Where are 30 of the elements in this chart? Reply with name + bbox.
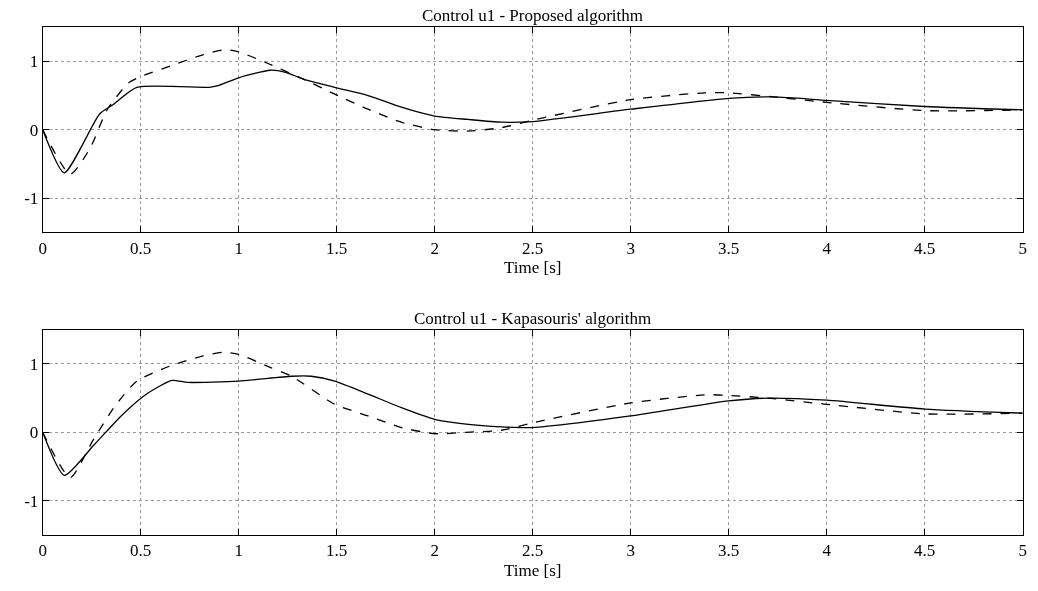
y-tick-label: 1: [29, 52, 39, 72]
x-tick-label: 1: [234, 238, 243, 258]
y-tick-label: 0: [29, 423, 39, 443]
x-tick-label: 3: [626, 541, 635, 561]
x-tick-label: 2.5: [522, 238, 544, 258]
x-tick-label: 4: [822, 541, 832, 561]
chart-title: Control u1 - Kapasouris' algorithm: [414, 309, 652, 328]
x-tick-label: 5: [1018, 541, 1027, 561]
x-tick-label: 4: [822, 238, 832, 258]
x-tick-label: 4.5: [914, 238, 936, 258]
x-tick-label: 5: [1018, 238, 1027, 258]
x-tick-label: 1.5: [326, 238, 348, 258]
x-tick-label: 1.5: [326, 541, 348, 561]
y-tick-label: -1: [24, 491, 39, 511]
chart-title: Control u1 - Proposed algorithm: [422, 6, 643, 25]
x-axis-title: Time [s]: [503, 258, 562, 278]
x-tick-label: 2: [430, 238, 439, 258]
x-tick-label: 0.5: [130, 238, 152, 258]
y-tick-label: 1: [29, 354, 39, 374]
x-tick-label: 4.5: [914, 541, 936, 561]
x-axis-title: Time [s]: [503, 560, 562, 580]
x-tick-label: 3.5: [718, 238, 740, 258]
x-tick-label: 3.5: [718, 541, 740, 561]
y-tick-label: 0: [29, 120, 39, 140]
x-tick-label: 3: [626, 238, 635, 258]
y-tick-label: -1: [24, 189, 39, 209]
x-tick-label: 2.5: [522, 541, 544, 561]
x-tick-label: 2: [430, 541, 439, 561]
x-tick-label: 1: [234, 541, 243, 561]
x-tick-label: 0.5: [130, 541, 152, 561]
